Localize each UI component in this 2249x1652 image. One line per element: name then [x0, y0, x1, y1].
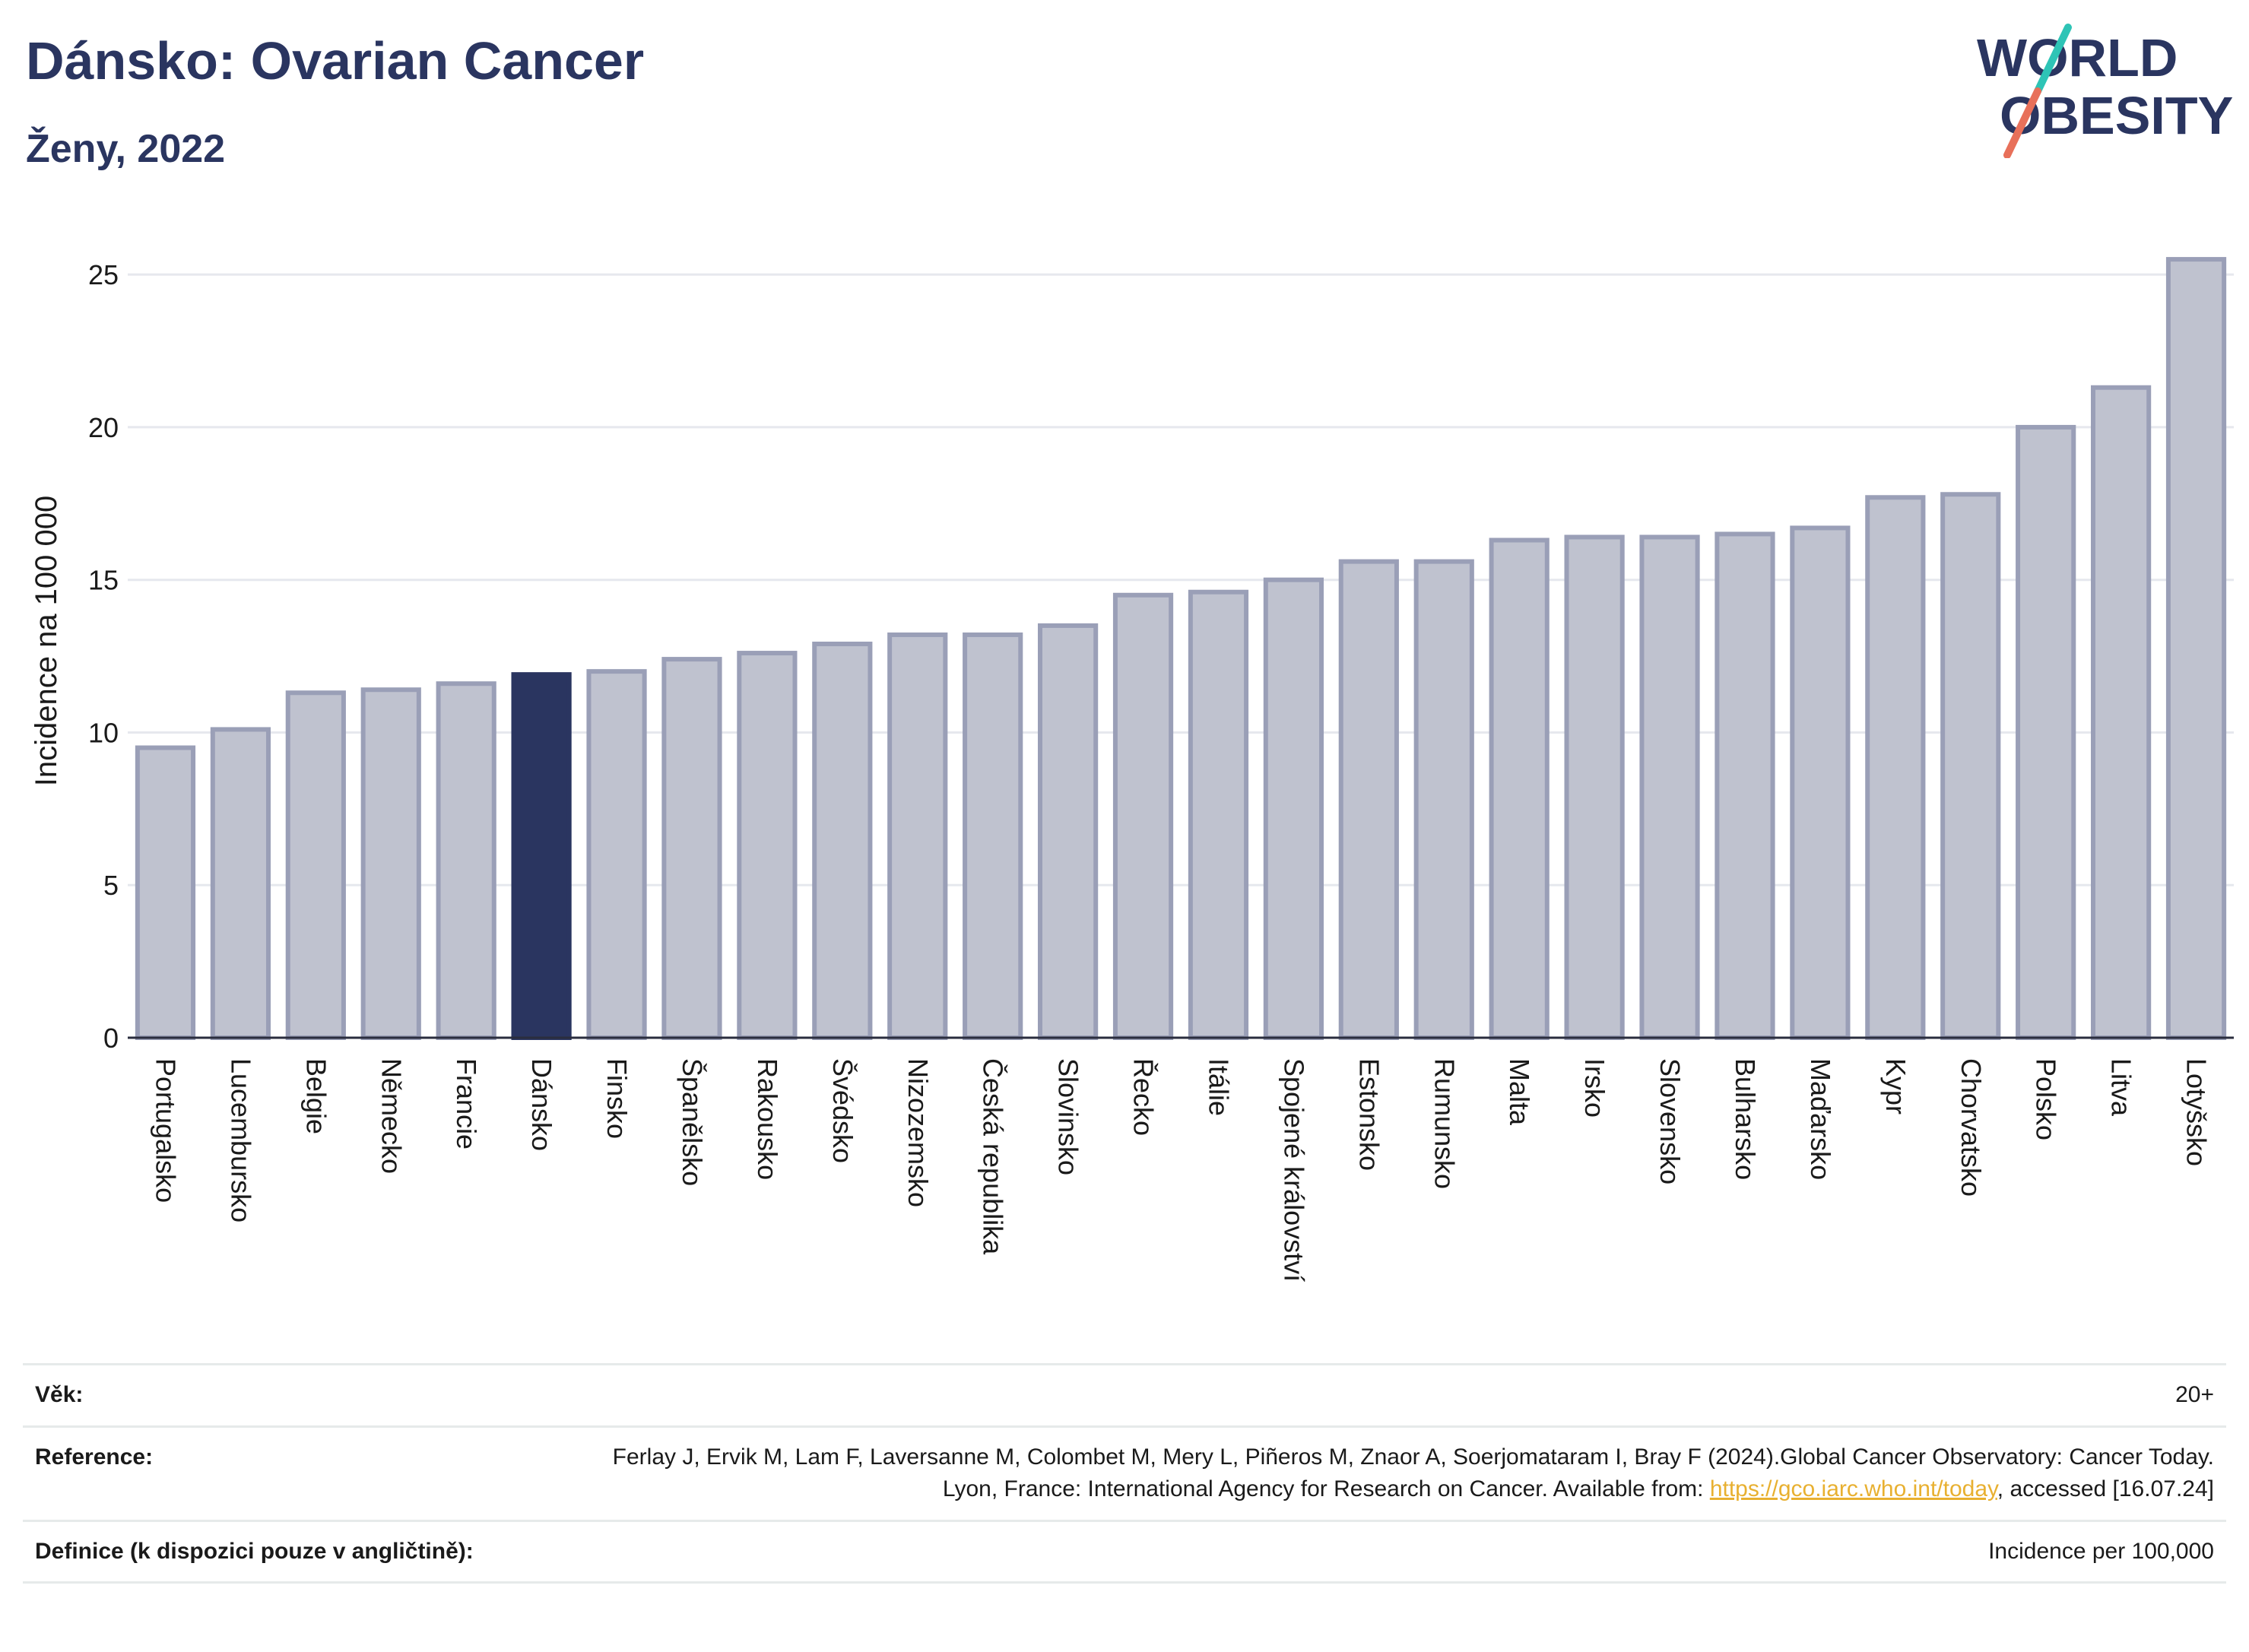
info-row-reference: Reference: Ferlay J, Ervik M, Lam F, Lav…: [23, 1425, 2226, 1521]
bar: [436, 681, 496, 1040]
world-obesity-logo: WORLD OBESITY: [1977, 24, 2233, 158]
y-tick-label: 25: [88, 259, 119, 290]
bar: [1940, 492, 2001, 1040]
bar: [586, 669, 647, 1041]
x-tick-label: Portugalsko: [150, 1058, 181, 1203]
x-tick-label: Dánsko: [526, 1058, 557, 1151]
x-tick-label: Irsko: [1579, 1058, 1610, 1118]
x-tick-label: Švédsko: [827, 1058, 858, 1163]
logo-slash-bottom: [2003, 87, 2041, 158]
bar: [2165, 257, 2227, 1041]
x-tick-label: Rakousko: [752, 1058, 783, 1180]
bar: [812, 642, 873, 1040]
bar: [2016, 424, 2076, 1040]
y-tick-label: 20: [88, 412, 119, 443]
bar-chart: 0 5 10 15 20 25 Incidence na 100 000 Portugalsk…: [30, 257, 2234, 1282]
bar: [2091, 385, 2152, 1040]
x-tick-label: Itálie: [1203, 1058, 1234, 1116]
info-row-definition: Definice (k dispozici pouze v angličtině…: [23, 1519, 2226, 1584]
bar: [887, 632, 948, 1040]
page-title: Dánsko: Ovarian Cancer: [26, 31, 645, 90]
reference-text-2: , accessed [16.07.24]: [1997, 1476, 2214, 1502]
bar: [285, 690, 346, 1040]
bar: [1413, 559, 1474, 1040]
bar: [1715, 531, 1775, 1040]
bar: [963, 632, 1023, 1040]
logo-slash-top: [2034, 24, 2072, 95]
bar: [1790, 525, 1851, 1040]
y-tick-label: 10: [88, 717, 119, 748]
bar-highlight: [511, 672, 572, 1041]
bar: [737, 651, 798, 1040]
age-value: 20+: [579, 1363, 2226, 1427]
definition-value: Incidence per 100,000: [579, 1519, 2226, 1584]
x-tick-label: Bulharsko: [1730, 1058, 1761, 1180]
y-tick-label: 5: [103, 870, 119, 901]
page-subtitle: Ženy, 2022: [26, 127, 226, 171]
reference-label: Reference:: [23, 1425, 579, 1521]
y-tick-label: 15: [88, 565, 119, 596]
x-tick-label: Řecko: [1128, 1058, 1159, 1136]
x-tick-label: Maďarsko: [1805, 1058, 1836, 1180]
definition-label: Definice (k dispozici pouze v angličtině…: [23, 1519, 579, 1584]
x-tick-label: Lotyšsko: [2181, 1058, 2213, 1166]
bar: [1338, 559, 1399, 1040]
x-tick-label: Finsko: [601, 1058, 633, 1139]
x-tick-label: Malta: [1504, 1058, 1535, 1126]
reference-link[interactable]: https://gco.iarc.who.int/today: [1709, 1476, 1997, 1502]
x-tick-label: Belgie: [300, 1058, 331, 1134]
x-tick-label: Estonsko: [1353, 1058, 1385, 1171]
x-tick-label: Rumunsko: [1429, 1058, 1460, 1189]
bar: [1188, 589, 1249, 1040]
bar: [1489, 537, 1550, 1040]
x-tick-label: Slovinsko: [1053, 1058, 1084, 1175]
x-tick-label: Česká republika: [978, 1058, 1009, 1255]
x-tick-label: Španělsko: [677, 1058, 708, 1186]
x-tick-label: Kypr: [1880, 1058, 1911, 1115]
bar: [1263, 577, 1324, 1040]
reference-value: Ferlay J, Ervik M, Lam F, Laversanne M, …: [579, 1425, 2226, 1521]
bar: [135, 745, 196, 1040]
x-tick-label: Lucembursko: [225, 1058, 256, 1222]
bar: [1564, 534, 1625, 1040]
x-tick-label: Francie: [451, 1058, 482, 1149]
bar: [1038, 623, 1099, 1040]
info-table: Věk: 20+ Reference: Ferlay J, Ervik M, L…: [23, 1363, 2226, 1584]
x-tick-label: Nizozemsko: [902, 1058, 934, 1207]
reference-text-1: Ferlay J, Ervik M, Lam F, Laversanne M, …: [612, 1444, 2214, 1502]
age-label: Věk:: [23, 1363, 579, 1427]
logo-line-1: WORLD: [1977, 28, 2178, 87]
bar: [1639, 534, 1700, 1040]
x-tick-label: Slovensko: [1654, 1058, 1686, 1184]
info-row-age: Věk: 20+: [23, 1363, 2226, 1427]
bar: [661, 657, 722, 1040]
x-tick-label: Polsko: [2031, 1058, 2062, 1140]
bar: [1112, 592, 1174, 1040]
bar: [1865, 495, 1926, 1040]
x-tick-label: Spojené království: [1278, 1058, 1309, 1282]
x-tick-label: Litva: [2106, 1058, 2137, 1117]
x-tick-label: Německo: [376, 1058, 407, 1174]
y-tick-label: 0: [103, 1023, 119, 1054]
bar: [210, 727, 271, 1040]
x-tick-label: Chorvatsko: [1956, 1058, 1987, 1197]
bar: [360, 687, 421, 1040]
y-axis-label: Incidence na 100 000: [30, 496, 63, 787]
